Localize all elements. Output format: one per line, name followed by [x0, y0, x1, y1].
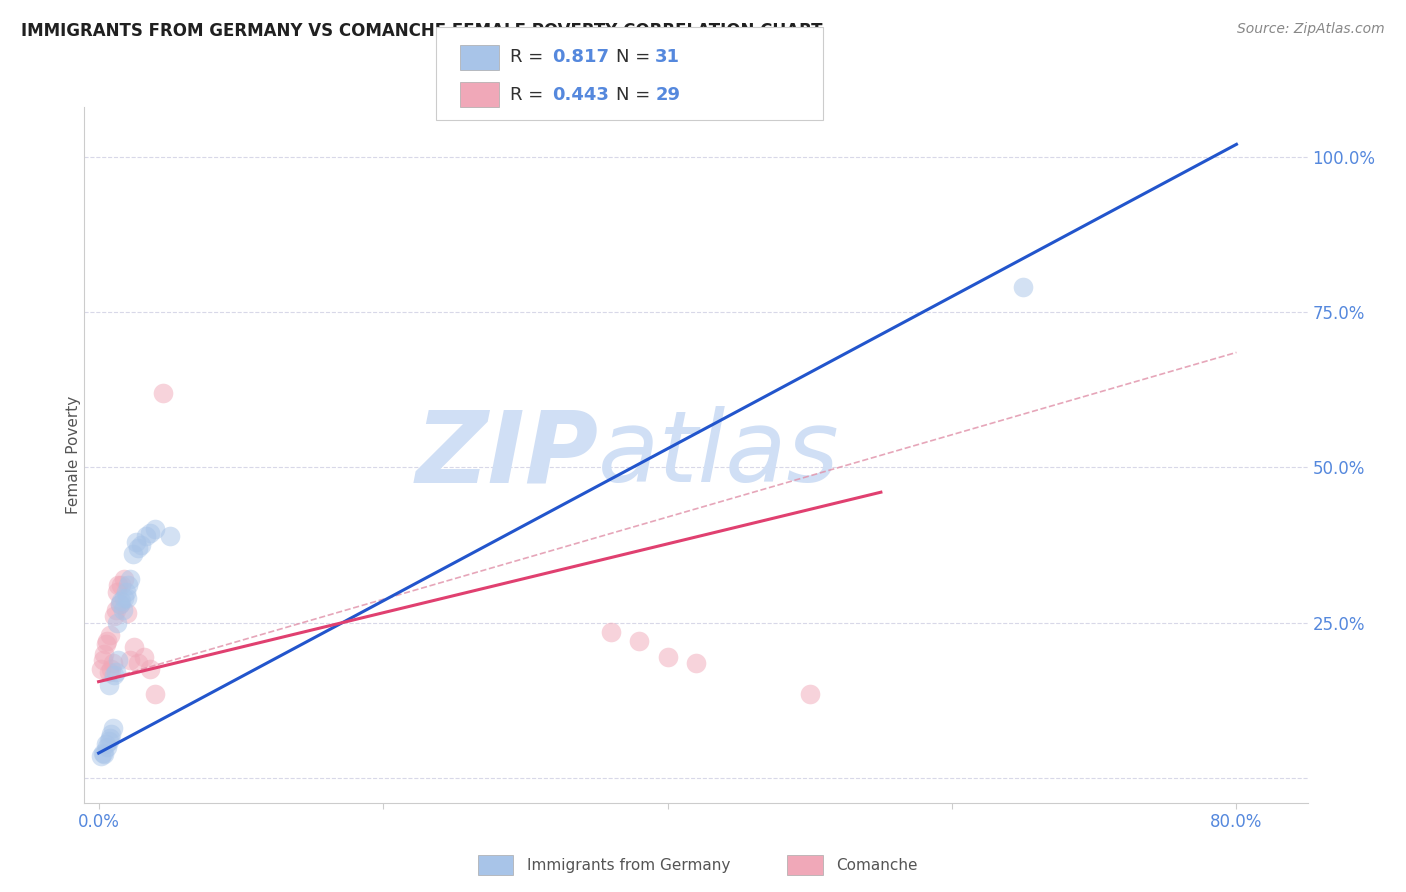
Point [118, 572, 141, 586]
Point [96, 739, 118, 754]
Point [628, 634, 651, 648]
Point [122, 640, 145, 655]
Text: IMMIGRANTS FROM GERMANY VS COMANCHE FEMALE POVERTY CORRELATION CHART: IMMIGRANTS FROM GERMANY VS COMANCHE FEMA… [21, 22, 823, 40]
Point [152, 385, 174, 400]
Point [103, 668, 125, 682]
Point [127, 541, 149, 555]
Point [139, 525, 162, 540]
Point [145, 687, 167, 701]
Point [145, 523, 167, 537]
Point [97, 733, 120, 747]
Point [118, 653, 141, 667]
Point [97, 665, 120, 680]
Point [110, 594, 132, 608]
Point [98, 731, 121, 745]
Text: N =: N = [616, 86, 655, 103]
Point [112, 591, 135, 605]
Point [115, 591, 138, 605]
Point [117, 578, 139, 592]
Point [129, 538, 152, 552]
Point [111, 603, 134, 617]
Text: N =: N = [616, 48, 655, 66]
Text: 29: 29 [655, 86, 681, 103]
Text: R =: R = [510, 86, 550, 103]
Text: 31: 31 [655, 48, 681, 66]
Point [91, 746, 114, 760]
Y-axis label: Female Poverty: Female Poverty [66, 396, 80, 514]
Point [105, 615, 128, 630]
Point [135, 529, 157, 543]
Point [139, 662, 162, 676]
Point [657, 649, 679, 664]
Point [100, 662, 122, 676]
Point [94, 737, 117, 751]
Text: R =: R = [510, 48, 550, 66]
Text: 0.817: 0.817 [553, 48, 610, 66]
Point [100, 727, 122, 741]
Text: ZIP: ZIP [415, 407, 598, 503]
Text: atlas: atlas [598, 407, 839, 503]
Point [685, 656, 707, 670]
Point [124, 534, 146, 549]
Point [159, 529, 181, 543]
Point [115, 607, 138, 621]
Point [114, 584, 136, 599]
Point [127, 656, 149, 670]
Point [132, 649, 155, 664]
Text: 0.443: 0.443 [553, 86, 609, 103]
Point [107, 578, 129, 592]
Point [90, 662, 112, 676]
Point [110, 578, 132, 592]
Point [104, 665, 127, 680]
Point [98, 628, 121, 642]
Point [799, 687, 821, 701]
Point [93, 647, 115, 661]
Point [93, 747, 115, 762]
Point [90, 749, 112, 764]
Text: Source: ZipAtlas.com: Source: ZipAtlas.com [1237, 22, 1385, 37]
Point [107, 653, 129, 667]
Point [108, 597, 131, 611]
Text: Immigrants from Germany: Immigrants from Germany [527, 858, 731, 872]
Point [1012, 280, 1035, 294]
Point [97, 678, 120, 692]
Point [108, 597, 131, 611]
Point [104, 603, 127, 617]
Point [121, 547, 143, 561]
Point [101, 656, 124, 670]
Point [101, 721, 124, 735]
Point [112, 572, 135, 586]
Point [103, 609, 125, 624]
Point [96, 634, 118, 648]
Point [91, 653, 114, 667]
Point [105, 584, 128, 599]
Text: Comanche: Comanche [837, 858, 918, 872]
Point [599, 624, 621, 639]
Point [94, 637, 117, 651]
